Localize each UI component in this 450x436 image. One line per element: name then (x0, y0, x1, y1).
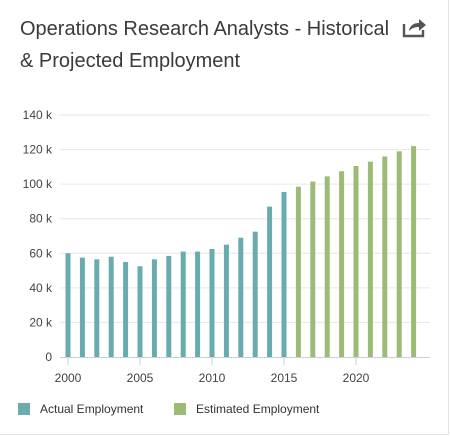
estimated-employment-bar (310, 181, 316, 357)
actual-employment-bar (180, 251, 186, 357)
x-tick-label: 2005 (127, 371, 154, 385)
y-tick-label: 80 k (29, 212, 53, 226)
x-tick-label: 2000 (55, 371, 82, 385)
actual-employment-bar (195, 251, 201, 357)
estimated-employment-bar (295, 186, 301, 357)
estimated-employment-bar (339, 171, 345, 357)
estimated-employment-bar (382, 156, 388, 357)
estimated-employment-bar (367, 161, 373, 357)
chart-title: Operations Research Analysts - Historica… (20, 18, 390, 72)
actual-employment-bar (166, 255, 172, 357)
y-tick-label: 100 k (23, 177, 53, 191)
x-tick-label: 2015 (271, 371, 298, 385)
x-tick-label: 2010 (199, 371, 226, 385)
actual-employment-bar (223, 244, 229, 357)
legend-label-estimated: Estimated Employment (196, 402, 320, 416)
share-icon[interactable] (402, 16, 428, 38)
actual-employment-bar (94, 259, 100, 357)
actual-employment-bar (267, 206, 273, 357)
legend-item-actual[interactable]: Actual Employment (18, 402, 143, 416)
actual-employment-bar (281, 191, 287, 357)
y-tick-label: 0 (45, 350, 52, 364)
actual-employment-bar (151, 259, 157, 357)
legend-swatch-estimated (174, 403, 186, 415)
actual-employment-bar (123, 261, 129, 357)
actual-employment-bar (209, 248, 215, 357)
actual-employment-bar (79, 257, 85, 357)
legend-label-actual: Actual Employment (40, 402, 144, 416)
y-tick-label: 20 k (29, 315, 53, 329)
actual-employment-bar (137, 266, 143, 357)
actual-employment-bar (238, 237, 244, 357)
estimated-employment-bar (353, 165, 359, 357)
y-tick-label: 60 k (29, 246, 53, 260)
estimated-employment-bar (411, 146, 417, 357)
actual-employment-bar (252, 231, 258, 357)
legend-item-estimated[interactable]: Estimated Employment (174, 402, 319, 416)
y-tick-label: 140 k (23, 108, 53, 122)
legend-swatch-actual (18, 403, 30, 415)
y-tick-label: 40 k (29, 281, 53, 295)
estimated-employment-bar (324, 176, 330, 357)
chart-plot: 0 20 k 40 k 60 k 80 k 100 k 120 k 140 k 2000 2005… (23, 108, 430, 385)
y-tick-label: 120 k (23, 143, 53, 157)
x-tick-label: 2020 (343, 371, 370, 385)
actual-employment-bar (108, 256, 114, 357)
estimated-employment-bar (396, 151, 402, 357)
actual-employment-bar (65, 253, 71, 357)
